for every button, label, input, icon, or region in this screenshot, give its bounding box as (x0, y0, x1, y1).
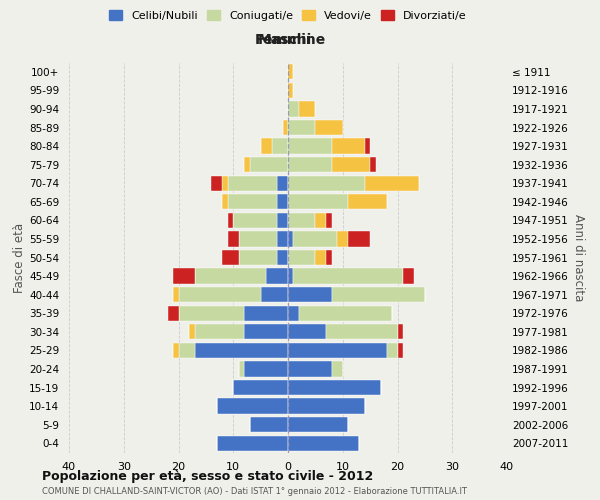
Y-axis label: Fasce di età: Fasce di età (13, 222, 26, 292)
Bar (222, 194, 228, 210)
Bar (316, 120, 343, 135)
Bar (288, 342, 386, 358)
Bar (179, 342, 195, 358)
Bar (293, 268, 403, 283)
Bar (288, 268, 293, 283)
Bar (228, 194, 277, 210)
Bar (260, 287, 288, 302)
Bar (288, 306, 299, 321)
Bar (222, 250, 239, 265)
Bar (288, 157, 332, 172)
Bar (348, 232, 370, 246)
Bar (288, 176, 365, 191)
Bar (386, 342, 398, 358)
Bar (239, 362, 244, 376)
Bar (288, 250, 316, 265)
Bar (332, 157, 370, 172)
Y-axis label: Anni di nascita: Anni di nascita (572, 214, 585, 301)
Text: Popolazione per età, sesso e stato civile - 2012: Popolazione per età, sesso e stato civil… (42, 470, 373, 483)
Bar (173, 287, 179, 302)
Bar (288, 324, 326, 340)
Bar (179, 287, 260, 302)
Bar (277, 194, 288, 210)
Bar (288, 362, 332, 376)
Bar (299, 102, 316, 116)
Bar (217, 398, 288, 413)
Bar (228, 176, 277, 191)
Text: Femmine: Femmine (255, 33, 326, 47)
Bar (167, 306, 179, 321)
Bar (326, 250, 332, 265)
Bar (244, 306, 288, 321)
Bar (239, 250, 277, 265)
Bar (244, 157, 250, 172)
Bar (316, 212, 326, 228)
Bar (288, 102, 299, 116)
Bar (299, 306, 392, 321)
Bar (250, 417, 288, 432)
Bar (211, 176, 223, 191)
Bar (260, 138, 272, 154)
Bar (244, 362, 288, 376)
Bar (365, 176, 419, 191)
Bar (217, 436, 288, 451)
Bar (365, 138, 370, 154)
Bar (277, 232, 288, 246)
Bar (403, 268, 414, 283)
Bar (326, 212, 332, 228)
Bar (266, 268, 288, 283)
Legend: Celibi/Nubili, Coniugati/e, Vedovi/e, Divorziati/e: Celibi/Nubili, Coniugati/e, Vedovi/e, Di… (105, 6, 471, 25)
Bar (288, 436, 359, 451)
Bar (288, 194, 348, 210)
Bar (195, 342, 288, 358)
Text: Maschi: Maschi (258, 33, 313, 47)
Bar (222, 176, 228, 191)
Bar (228, 232, 239, 246)
Bar (370, 157, 376, 172)
Bar (332, 362, 343, 376)
Bar (233, 212, 277, 228)
Bar (288, 138, 332, 154)
Bar (250, 157, 288, 172)
Bar (288, 398, 365, 413)
Bar (228, 212, 233, 228)
Bar (277, 212, 288, 228)
Text: COMUNE DI CHALLAND-SAINT-VICTOR (AO) - Dati ISTAT 1° gennaio 2012 - Elaborazione: COMUNE DI CHALLAND-SAINT-VICTOR (AO) - D… (42, 487, 467, 496)
Bar (398, 342, 403, 358)
Bar (288, 287, 332, 302)
Bar (348, 194, 386, 210)
Bar (332, 138, 365, 154)
Bar (173, 342, 179, 358)
Bar (272, 138, 288, 154)
Bar (288, 232, 293, 246)
Bar (179, 306, 244, 321)
Bar (190, 324, 195, 340)
Bar (283, 120, 288, 135)
Bar (173, 268, 195, 283)
Bar (326, 324, 398, 340)
Bar (277, 176, 288, 191)
Bar (293, 232, 337, 246)
Bar (337, 232, 348, 246)
Bar (288, 380, 381, 395)
Bar (244, 324, 288, 340)
Bar (288, 120, 316, 135)
Bar (288, 82, 293, 98)
Bar (195, 324, 244, 340)
Bar (398, 324, 403, 340)
Bar (195, 268, 266, 283)
Bar (316, 250, 326, 265)
Bar (332, 287, 425, 302)
Bar (277, 250, 288, 265)
Bar (233, 380, 288, 395)
Bar (288, 64, 293, 80)
Bar (288, 417, 348, 432)
Bar (239, 232, 277, 246)
Bar (288, 212, 316, 228)
